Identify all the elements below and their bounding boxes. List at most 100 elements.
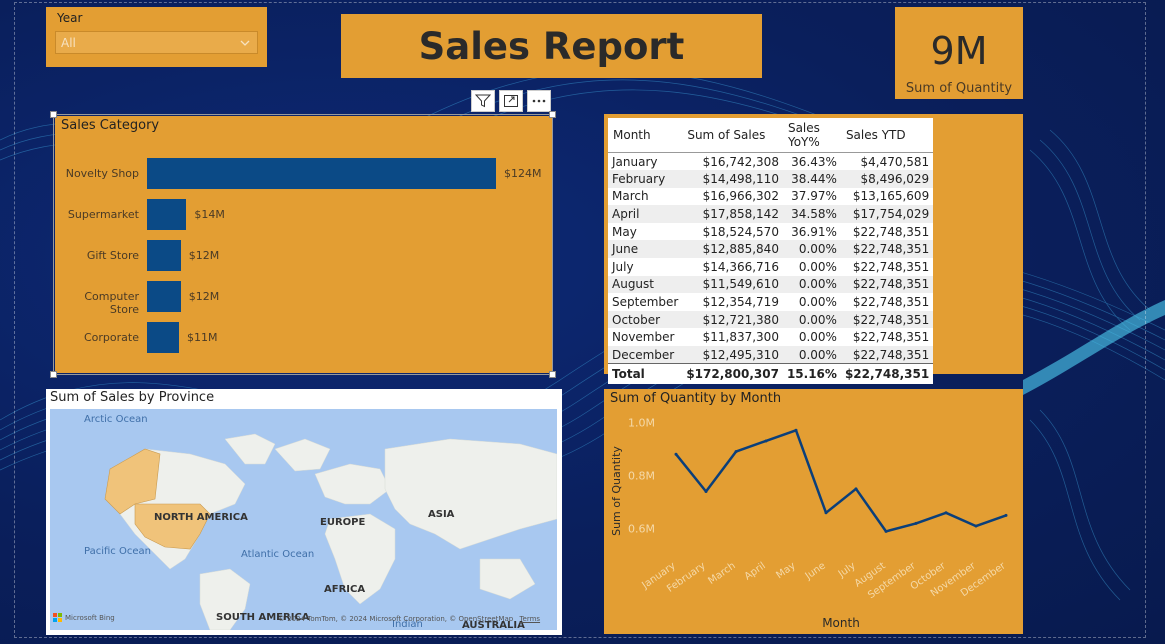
table-row[interactable]: August $11,549,610 0.00% $22,748,351 [608, 275, 934, 294]
table-total-cell: 15.16% [782, 363, 841, 384]
table-cell: 0.00% [782, 275, 841, 294]
quantity-line-visual[interactable]: Sum of Quantity by Month 1.0M 0.8M 0.6M Jan… [604, 389, 1023, 634]
bar[interactable] [147, 240, 181, 271]
bar-row[interactable]: Corporate $11M [55, 322, 552, 353]
table-cell: $17,858,142 [682, 205, 783, 223]
bar-category-label: Corporate [84, 331, 139, 344]
world-map[interactable]: Arctic Ocean Pacific Ocean Atlantic Ocea… [50, 409, 557, 630]
map-visual[interactable]: Sum of Sales by Province Arctic Ocean Pa… [46, 389, 562, 635]
data-point[interactable] [734, 450, 738, 454]
table-cell: $8,496,029 [840, 170, 934, 188]
more-options-button[interactable] [527, 90, 551, 112]
table-cell: December [608, 346, 683, 364]
table-cell: April [608, 205, 683, 223]
y-axis-label: Sum of Quantity [610, 446, 623, 536]
table-cell: 38.44% [782, 170, 841, 188]
year-dropdown[interactable]: All [55, 31, 258, 54]
table-cell: 36.91% [791, 224, 837, 239]
table-row[interactable]: October $12,721,380 0.00% $22,748,351 [608, 310, 934, 329]
table-cell: March [612, 189, 649, 204]
bar-row[interactable]: Gift Store $12M [55, 240, 552, 271]
continent-label-asia: ASIA [428, 509, 455, 520]
bar-row[interactable]: Computer Store $12M [55, 281, 552, 316]
data-point[interactable] [704, 489, 708, 493]
bar-category-label: Gift Store [86, 249, 139, 262]
table-total-row: Total $172,800,307 15.16% $22,748,351 [608, 363, 934, 384]
bar-category-label: Computer Store [84, 290, 139, 316]
map-title: Sum of Sales by Province [50, 390, 215, 405]
table-cell: 0.00% [782, 346, 841, 364]
column-header[interactable]: Month [608, 118, 683, 153]
data-point[interactable] [854, 487, 858, 491]
year-dropdown-value: All [61, 36, 76, 50]
column-header[interactable]: Sales YoY% [782, 118, 841, 153]
table-cell: $22,748,351 [840, 346, 934, 364]
table-cell: $16,966,302 [702, 189, 779, 204]
data-point[interactable] [674, 452, 678, 456]
table-row[interactable]: February $14,498,110 38.44% $8,496,029 [608, 170, 934, 188]
data-point[interactable] [914, 521, 918, 525]
continent-label-europe: EUROPE [320, 517, 366, 528]
sales-table: Month Sum of Sales Sales YoY% Sales YTD Jan… [608, 118, 934, 384]
table-cell: $18,524,570 [702, 224, 779, 239]
column-header[interactable]: Sum of Sales [682, 118, 783, 153]
focus-mode-button[interactable] [499, 90, 523, 112]
data-point[interactable] [764, 439, 768, 443]
table-row[interactable]: March $16,966,302 37.97% $13,165,609 [608, 188, 933, 206]
focus-mode-icon [504, 95, 518, 107]
ocean-label-atlantic: Atlantic Ocean [241, 549, 315, 560]
table-cell: 37.97% [791, 189, 837, 204]
more-options-icon [532, 99, 546, 103]
data-point[interactable] [884, 529, 888, 533]
bar[interactable] [147, 199, 187, 230]
data-point[interactable] [974, 524, 978, 528]
terms-link[interactable]: Terms [519, 615, 541, 623]
table-cell: 0.00% [798, 295, 837, 310]
table-row[interactable]: April $17,858,142 34.58% $17,754,029 [608, 205, 934, 223]
table-cell: May [612, 224, 637, 239]
table-cell: $12,495,310 [682, 346, 783, 364]
table-row[interactable]: January $16,742,308 36.43% $4,470,581 [608, 153, 933, 171]
y-tick-label: 0.8M [628, 470, 655, 483]
data-point[interactable] [1004, 513, 1008, 517]
table-cell: October [608, 310, 683, 329]
bar-row[interactable]: Supermarket $14M [55, 199, 552, 230]
table-cell: June [608, 240, 683, 259]
bar-value-label: $11M [187, 331, 218, 344]
data-point[interactable] [944, 511, 948, 515]
table-cell: $17,754,029 [840, 205, 934, 223]
kpi-card[interactable]: 9M Sum of Quantity [895, 7, 1023, 99]
series-line[interactable] [675, 429, 1007, 533]
filter-button[interactable] [471, 90, 495, 112]
table-cell: November [612, 330, 675, 345]
table-total-cell: Total [608, 363, 683, 384]
table-row[interactable]: September $12,354,719 0.00% $22,748,351 [608, 293, 933, 311]
table-row[interactable]: May $18,524,570 36.91% $22,748,351 [608, 223, 933, 241]
x-tick-label: March [706, 560, 737, 586]
table-cell: 34.58% [782, 205, 841, 223]
table-row[interactable]: June $12,885,840 0.00% $22,748,351 [608, 240, 934, 259]
year-slicer-label: Year [57, 11, 83, 25]
column-header[interactable]: Sales YTD [840, 118, 934, 153]
continent-label-north-america: NORTH AMERICA [154, 512, 248, 523]
bar[interactable] [147, 281, 181, 312]
bar-category-label: Novelty Shop [65, 167, 139, 180]
bar-row[interactable]: Novelty Shop $124M [55, 158, 552, 189]
table-cell: $12,721,380 [682, 310, 783, 329]
ocean-label-indian: Indian [392, 619, 423, 630]
sales-table-visual: Month Sum of Sales Sales YoY% Sales YTD Jan… [604, 114, 1023, 384]
table-row[interactable]: November $11,837,300 0.00% $22,748,351 [608, 328, 933, 346]
filter-icon [475, 94, 491, 108]
x-axis-label: Month [822, 616, 860, 630]
data-point[interactable] [794, 428, 798, 432]
bar[interactable] [147, 322, 179, 353]
canada-region [104, 448, 161, 515]
table-row[interactable]: July $14,366,716 0.00% $22,748,351 [608, 258, 933, 276]
bar[interactable] [147, 158, 496, 189]
bar-value-label: $12M [188, 249, 220, 262]
sales-category-visual[interactable]: Sales Category Novelty Shop $124M Supermar… [55, 116, 552, 373]
data-point[interactable] [824, 511, 828, 515]
table-row[interactable]: December $12,495,310 0.00% $22,748,351 [608, 346, 934, 364]
